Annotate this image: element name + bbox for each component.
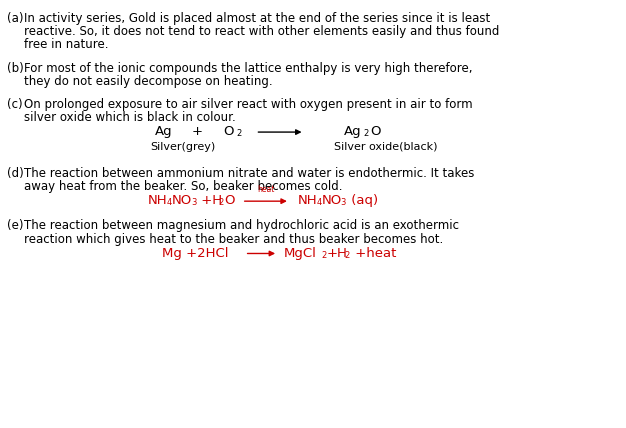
Text: For most of the ionic compounds the lattice enthalpy is very high therefore,: For most of the ionic compounds the latt… bbox=[24, 62, 473, 74]
Text: Silver oxide(black): Silver oxide(black) bbox=[334, 142, 438, 152]
Text: NO: NO bbox=[172, 194, 192, 207]
Text: (aq): (aq) bbox=[347, 194, 377, 207]
Text: NO: NO bbox=[322, 194, 342, 207]
Text: O: O bbox=[370, 125, 381, 138]
Text: (b): (b) bbox=[7, 62, 23, 74]
Text: 4: 4 bbox=[167, 198, 172, 207]
Text: reactive. So, it does not tend to react with other elements easily and thus foun: reactive. So, it does not tend to react … bbox=[24, 25, 500, 38]
Text: (a): (a) bbox=[7, 12, 23, 25]
Text: The reaction between ammonium nitrate and water is endothermic. It takes: The reaction between ammonium nitrate an… bbox=[24, 167, 475, 180]
Text: NH: NH bbox=[148, 194, 167, 207]
Text: Silver(grey): Silver(grey) bbox=[151, 142, 216, 152]
Text: (c): (c) bbox=[7, 98, 23, 111]
Text: In activity series, Gold is placed almost at the end of the series since it is l: In activity series, Gold is placed almos… bbox=[24, 12, 491, 25]
Text: (e): (e) bbox=[7, 220, 23, 232]
Text: NH: NH bbox=[297, 194, 317, 207]
Text: O: O bbox=[224, 194, 235, 207]
Text: Mg +2HCl: Mg +2HCl bbox=[162, 247, 229, 259]
Text: 3: 3 bbox=[191, 198, 196, 207]
Text: O: O bbox=[223, 125, 233, 138]
Text: away heat from the beaker. So, beaker becomes cold.: away heat from the beaker. So, beaker be… bbox=[24, 181, 343, 193]
Text: (d): (d) bbox=[7, 167, 23, 180]
Text: +H: +H bbox=[197, 194, 222, 207]
Text: they do not easily decompose on heating.: they do not easily decompose on heating. bbox=[24, 75, 273, 88]
Text: 2: 2 bbox=[236, 129, 241, 138]
Text: reaction which gives heat to the beaker and thus beaker becomes hot.: reaction which gives heat to the beaker … bbox=[24, 233, 444, 246]
Text: +: + bbox=[192, 125, 203, 138]
Text: On prolonged exposure to air silver react with oxygen present in air to form: On prolonged exposure to air silver reac… bbox=[24, 98, 473, 111]
Text: Ag: Ag bbox=[155, 125, 172, 138]
Text: MgCl: MgCl bbox=[284, 247, 317, 259]
Text: +H: +H bbox=[327, 247, 348, 259]
Text: Ag: Ag bbox=[344, 125, 361, 138]
Text: 2: 2 bbox=[363, 129, 369, 138]
Text: +heat: +heat bbox=[351, 247, 396, 259]
Text: The reaction between magnesium and hydrochloric acid is an exothermic: The reaction between magnesium and hydro… bbox=[24, 220, 459, 232]
Text: 2: 2 bbox=[218, 198, 223, 207]
Text: 4: 4 bbox=[316, 198, 322, 207]
Text: 2: 2 bbox=[345, 250, 350, 259]
Text: heat: heat bbox=[257, 185, 274, 194]
Text: silver oxide which is black in colour.: silver oxide which is black in colour. bbox=[24, 111, 236, 125]
Text: free in nature.: free in nature. bbox=[24, 39, 109, 51]
Text: 2: 2 bbox=[321, 250, 326, 259]
Text: 3: 3 bbox=[341, 198, 346, 207]
